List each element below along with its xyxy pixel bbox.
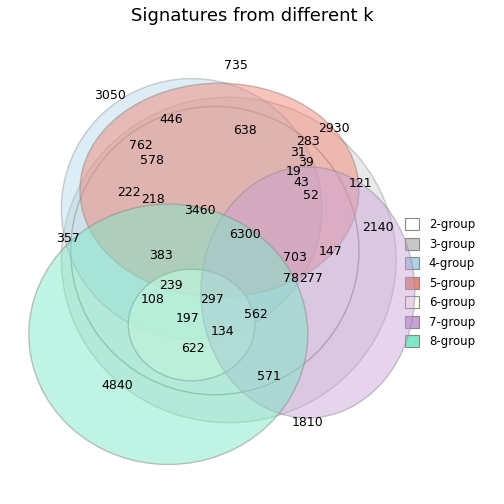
Ellipse shape [80,83,359,297]
Text: 357: 357 [56,232,80,245]
Text: 383: 383 [149,249,173,262]
Text: 239: 239 [159,279,183,291]
Text: 197: 197 [176,312,200,325]
Text: 39: 39 [298,156,314,169]
Text: 762: 762 [129,139,152,152]
Text: 277: 277 [299,272,323,285]
Text: 43: 43 [293,176,309,189]
Ellipse shape [61,97,396,423]
Text: 297: 297 [200,293,224,306]
Text: 446: 446 [159,113,183,126]
Text: 52: 52 [303,189,319,202]
Text: 121: 121 [349,177,372,190]
Legend: 2-group, 3-group, 4-group, 5-group, 6-group, 7-group, 8-group: 2-group, 3-group, 4-group, 5-group, 6-gr… [402,215,479,352]
Text: 3050: 3050 [94,89,125,102]
Text: 638: 638 [233,124,257,137]
Ellipse shape [29,204,308,465]
Text: 735: 735 [224,59,248,72]
Text: 1810: 1810 [292,416,324,429]
Text: 78: 78 [283,272,299,285]
Text: 4840: 4840 [101,379,133,392]
Text: 108: 108 [141,293,164,306]
Text: 578: 578 [140,154,164,167]
Title: Signatures from different k: Signatures from different k [131,7,373,25]
Ellipse shape [129,269,255,381]
Text: 31: 31 [290,147,305,159]
Text: 622: 622 [181,342,205,355]
Text: 2930: 2930 [318,122,350,135]
Text: 19: 19 [286,165,302,178]
Text: 6300: 6300 [230,228,262,241]
Ellipse shape [201,167,415,418]
Text: 562: 562 [244,308,268,321]
Text: 134: 134 [211,325,234,338]
Text: 703: 703 [283,250,307,264]
Text: 571: 571 [257,369,281,383]
Text: 147: 147 [318,245,342,258]
Text: 218: 218 [142,193,165,206]
Text: 222: 222 [117,185,141,199]
Text: 283: 283 [296,135,320,148]
Text: 3460: 3460 [184,204,216,217]
Text: 2140: 2140 [362,221,393,234]
Ellipse shape [61,79,322,339]
